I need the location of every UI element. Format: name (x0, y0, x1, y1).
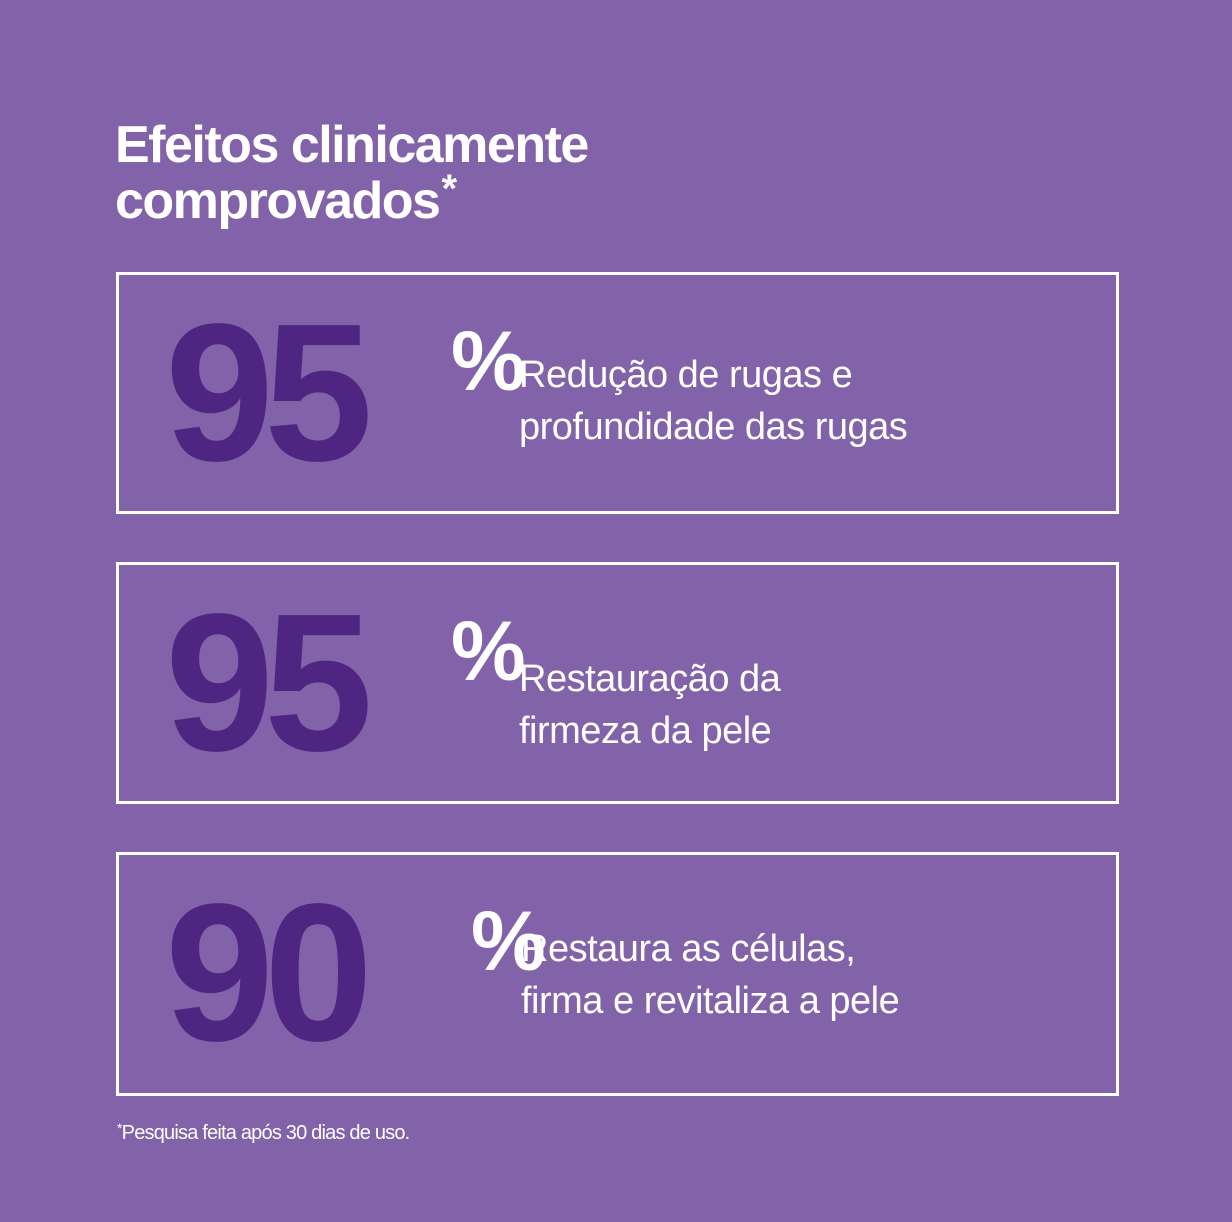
stat-description: Redução de rugas e profundidade das ruga… (519, 349, 908, 453)
percent-sign: % (451, 604, 526, 698)
stat-card-cell-restoration: 90 % Restaura as células, firma e revita… (116, 852, 1119, 1096)
stat-description: Restaura as células, firma e revitaliza … (521, 923, 900, 1027)
stat-description-line-2: firmeza da pele (519, 710, 772, 752)
stat-description-line-1: Restaura as células, (521, 928, 856, 970)
stat-description-line-1: Restauração da (519, 658, 781, 700)
stat-card-firmness-restoration: 95 % Restauração da firmeza da pele (116, 562, 1119, 804)
stat-card-wrinkle-reduction: 95 % Redução de rugas e profundidade das… (116, 272, 1119, 514)
percent-sign: % (471, 894, 546, 988)
title-line-2-text: comprovados (115, 172, 441, 230)
stat-figure: 90 % (165, 863, 546, 1082)
page-title: Efeitos clinicamente comprovados* (115, 116, 589, 230)
title-line-2: comprovados* (115, 167, 588, 230)
stat-description-line-1: Redução de rugas e (519, 354, 853, 396)
footnote: *Pesquisa feita após 30 dias de uso. (117, 1120, 411, 1145)
stat-description-line-2: profundidade das rugas (519, 406, 908, 448)
stat-description-line-2: firma e revitaliza a pele (521, 980, 900, 1022)
stat-number: 90 (165, 863, 373, 1082)
stat-figure: 95 % (165, 573, 526, 792)
title-line-1: Efeitos clinicamente (115, 116, 589, 174)
footnote-text: Pesquisa feita após 30 dias de uso. (121, 1122, 411, 1144)
stat-figure: 95 % (165, 283, 526, 502)
stat-description: Restauração da firmeza da pele (519, 653, 781, 757)
stat-number: 95 (165, 573, 373, 792)
footnote-asterisk: * (117, 1120, 122, 1136)
percent-sign: % (451, 314, 526, 408)
title-asterisk: * (441, 167, 457, 211)
stat-number: 95 (165, 283, 373, 502)
